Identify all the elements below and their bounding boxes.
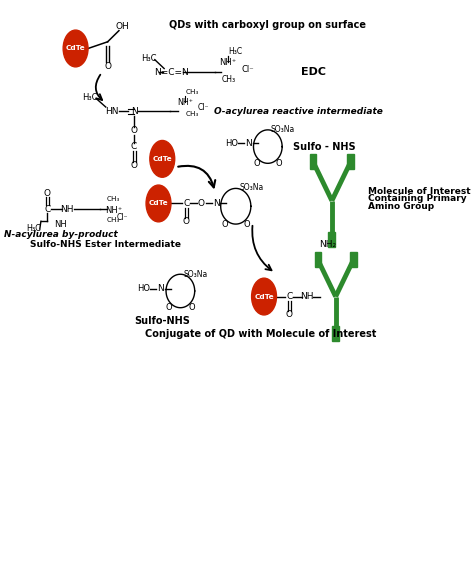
Text: Cl⁻: Cl⁻ bbox=[242, 65, 255, 74]
Text: Molecule of Interest: Molecule of Interest bbox=[368, 187, 470, 196]
Text: QDs with carboxyl group on surface: QDs with carboxyl group on surface bbox=[169, 20, 366, 30]
Text: N: N bbox=[131, 107, 137, 116]
Text: O: O bbox=[183, 217, 190, 226]
Text: C: C bbox=[44, 204, 50, 213]
Text: CH₃: CH₃ bbox=[107, 217, 120, 223]
Text: NH: NH bbox=[60, 204, 73, 213]
Bar bbox=[350, 252, 357, 267]
Text: H₃C: H₃C bbox=[26, 224, 41, 233]
Text: EDC: EDC bbox=[301, 68, 326, 78]
Text: N-acylurea by-product: N-acylurea by-product bbox=[4, 230, 118, 239]
Bar bbox=[328, 232, 335, 248]
Text: CH₃: CH₃ bbox=[221, 75, 235, 84]
Text: H₃C: H₃C bbox=[82, 93, 98, 102]
Text: O: O bbox=[244, 220, 250, 229]
Text: C: C bbox=[286, 292, 292, 301]
Text: NH₂: NH₂ bbox=[319, 240, 337, 249]
Text: C: C bbox=[183, 199, 190, 208]
Text: CH₃: CH₃ bbox=[107, 196, 120, 202]
Text: O: O bbox=[253, 159, 260, 168]
Text: Sulfo - NHS: Sulfo - NHS bbox=[293, 142, 356, 151]
Text: SO₃Na: SO₃Na bbox=[271, 125, 295, 134]
Text: SO₃Na: SO₃Na bbox=[183, 270, 208, 279]
Text: O-acylurea reactive intermediate: O-acylurea reactive intermediate bbox=[213, 107, 383, 116]
Text: SO₃Na: SO₃Na bbox=[240, 184, 264, 193]
Text: O: O bbox=[276, 159, 283, 168]
Text: CdTe: CdTe bbox=[66, 46, 85, 51]
Text: Cl⁻: Cl⁻ bbox=[197, 103, 209, 112]
Circle shape bbox=[252, 278, 276, 315]
Text: CH₃: CH₃ bbox=[186, 111, 199, 117]
Text: Containing Primary: Containing Primary bbox=[368, 194, 466, 203]
Bar bbox=[347, 154, 354, 169]
Circle shape bbox=[63, 30, 88, 67]
Bar bbox=[315, 252, 321, 267]
Text: Amino Group: Amino Group bbox=[368, 202, 434, 211]
Text: CdTe: CdTe bbox=[254, 293, 274, 300]
Text: Conjugate of QD with Molecule of Interest: Conjugate of QD with Molecule of Interes… bbox=[145, 329, 376, 339]
Text: O: O bbox=[188, 303, 195, 312]
Circle shape bbox=[146, 185, 171, 222]
Text: CH₃: CH₃ bbox=[186, 89, 199, 95]
Text: HO: HO bbox=[137, 284, 150, 293]
Text: O: O bbox=[221, 220, 228, 229]
Text: NH: NH bbox=[300, 292, 314, 301]
Text: O: O bbox=[44, 189, 51, 198]
Bar bbox=[332, 326, 339, 341]
Text: H₃C: H₃C bbox=[142, 54, 157, 63]
Text: H₃C: H₃C bbox=[229, 47, 243, 56]
Text: NH⁺: NH⁺ bbox=[219, 58, 237, 67]
Circle shape bbox=[150, 140, 175, 177]
Text: CdTe: CdTe bbox=[153, 156, 172, 162]
Text: O: O bbox=[198, 199, 205, 208]
Text: O: O bbox=[166, 303, 173, 312]
Text: NH⁺: NH⁺ bbox=[177, 97, 193, 106]
Text: NH: NH bbox=[54, 220, 66, 229]
Text: HO: HO bbox=[226, 138, 238, 148]
Text: N: N bbox=[246, 138, 252, 148]
Bar bbox=[310, 154, 317, 169]
Text: HN: HN bbox=[105, 107, 118, 116]
Text: NH⁺: NH⁺ bbox=[105, 205, 122, 215]
Text: C: C bbox=[131, 142, 137, 151]
Text: O: O bbox=[130, 127, 137, 136]
Text: N: N bbox=[157, 284, 164, 293]
Text: N: N bbox=[213, 199, 220, 208]
Text: O: O bbox=[286, 310, 293, 319]
Text: O: O bbox=[130, 161, 137, 170]
Text: OH: OH bbox=[116, 23, 129, 32]
Text: Cl⁻: Cl⁻ bbox=[117, 213, 128, 222]
Text: N=C=N: N=C=N bbox=[155, 68, 189, 77]
Text: Sulfo-NHS Ester Intermediate: Sulfo-NHS Ester Intermediate bbox=[30, 240, 181, 249]
Text: Sulfo-NHS: Sulfo-NHS bbox=[134, 315, 190, 325]
Text: CdTe: CdTe bbox=[149, 200, 168, 207]
Text: O: O bbox=[104, 62, 111, 72]
